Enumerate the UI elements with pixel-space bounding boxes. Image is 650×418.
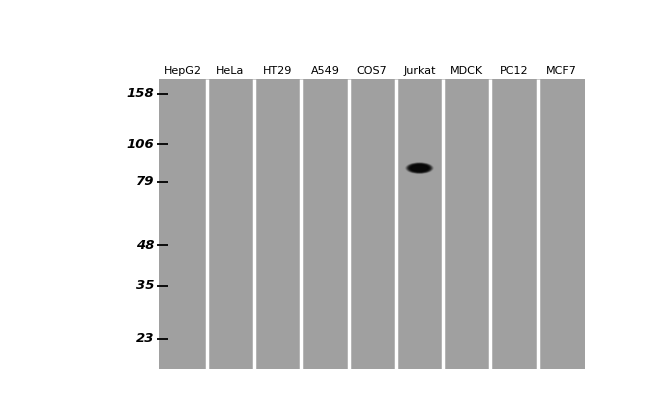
Ellipse shape [410,164,430,172]
Text: 35: 35 [136,279,154,292]
Text: HepG2: HepG2 [164,66,202,76]
Text: 158: 158 [127,87,154,100]
Ellipse shape [406,163,433,173]
Ellipse shape [406,163,433,174]
Ellipse shape [413,166,426,171]
Ellipse shape [410,164,429,172]
Ellipse shape [408,163,430,173]
Text: 106: 106 [127,138,154,151]
Text: HeLa: HeLa [216,66,244,76]
Ellipse shape [413,166,426,171]
Ellipse shape [410,165,428,172]
Text: PC12: PC12 [500,66,528,76]
Text: 23: 23 [136,332,154,345]
Text: MCF7: MCF7 [546,66,577,76]
Ellipse shape [407,163,432,173]
Text: 79: 79 [136,176,154,189]
Ellipse shape [411,165,428,171]
Bar [159,79,585,369]
Text: HT29: HT29 [263,66,292,76]
Ellipse shape [408,163,432,173]
Text: A549: A549 [311,66,339,76]
Ellipse shape [415,166,424,170]
Ellipse shape [415,167,424,170]
Ellipse shape [412,165,427,171]
Text: 48: 48 [136,239,154,252]
Ellipse shape [405,162,434,174]
Ellipse shape [406,162,434,174]
Text: Jurkat: Jurkat [403,66,436,76]
Ellipse shape [411,166,428,171]
Ellipse shape [411,165,428,171]
Text: MDCK: MDCK [450,66,484,76]
Ellipse shape [414,166,425,170]
Ellipse shape [413,166,425,170]
Ellipse shape [409,164,430,172]
Text: COS7: COS7 [357,66,387,76]
Ellipse shape [408,163,431,173]
